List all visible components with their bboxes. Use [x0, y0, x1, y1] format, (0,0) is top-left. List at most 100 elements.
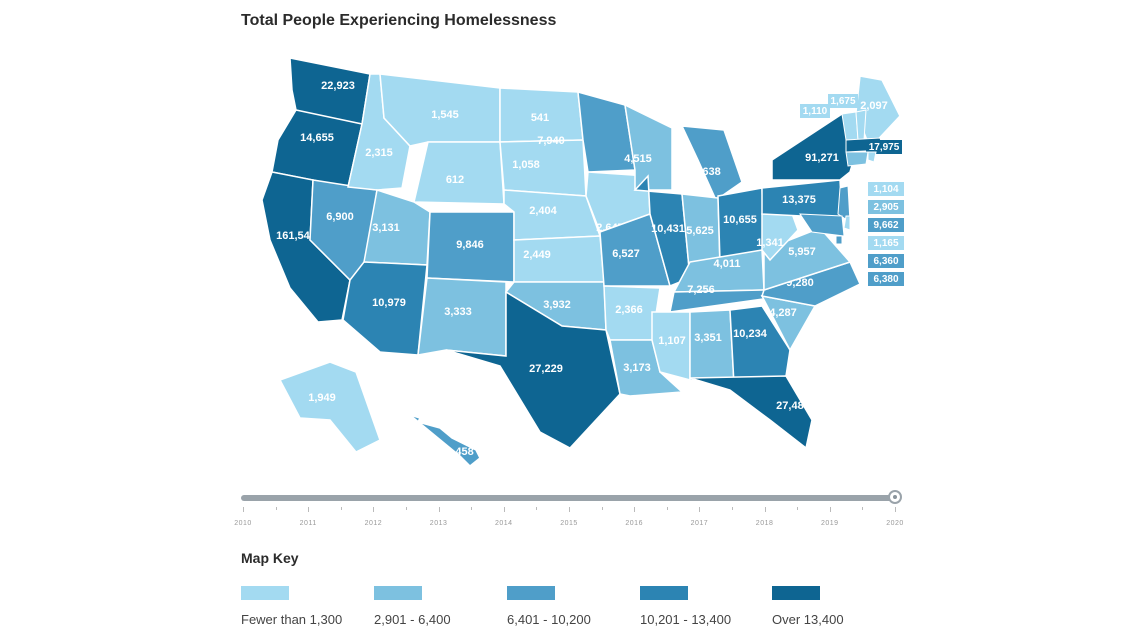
year-label-2013[interactable]: 2013 — [429, 520, 448, 527]
state-value-ny: 91,271 — [805, 152, 839, 164]
callout-box-ma — [866, 140, 902, 154]
year-label-2012[interactable]: 2012 — [364, 520, 383, 527]
state-wv[interactable]: 1,341 — [756, 207, 799, 262]
state-value-wi: 4,515 — [624, 153, 652, 165]
state-md[interactable]: 6,360 — [799, 213, 904, 268]
year-minor-tick — [406, 507, 407, 510]
state-shape-md[interactable] — [799, 213, 845, 237]
state-ak[interactable]: 1,949 — [278, 361, 381, 453]
key-label-5: Over 13,400 — [772, 612, 844, 627]
state-fl[interactable]: 27,487 — [689, 375, 813, 450]
callout-box-dc — [868, 272, 904, 286]
state-value-wy: 612 — [446, 174, 464, 186]
state-mo[interactable]: 6,527 — [599, 213, 671, 287]
state-shape-fl[interactable] — [689, 375, 813, 450]
state-dc[interactable]: 6,380 — [835, 235, 904, 286]
year-label-2010[interactable]: 2010 — [234, 520, 252, 527]
state-nd[interactable]: 541 — [499, 87, 584, 143]
state-ks[interactable]: 2,449 — [513, 235, 605, 283]
key-label-4: 10,201 - 13,400 — [640, 612, 732, 627]
state-value-nh: 1,675 — [830, 96, 855, 107]
state-in[interactable]: 5,625 — [681, 193, 721, 280]
key-swatch-2 — [374, 586, 422, 600]
state-shape-de[interactable] — [843, 215, 851, 231]
callout-box-nh — [828, 94, 858, 108]
key-swatch-5 — [772, 586, 820, 600]
year-label-2015[interactable]: 2015 — [560, 520, 578, 527]
state-pa[interactable]: 13,375 — [761, 179, 843, 219]
state-shape-mn[interactable] — [577, 90, 636, 173]
year-tick — [895, 507, 896, 512]
year-label-2020[interactable]: 2020 — [886, 520, 904, 527]
year-slider-handle[interactable] — [888, 490, 902, 504]
key-swatch-1 — [241, 586, 289, 600]
year-label-2011[interactable]: 2011 — [299, 520, 317, 527]
state-value-ok: 3,932 — [543, 299, 571, 311]
state-vt[interactable]: 1,110 — [800, 104, 859, 141]
state-ne[interactable]: 2,404 — [503, 189, 602, 241]
state-value-nd: 541 — [531, 112, 549, 124]
state-shape-al[interactable] — [689, 309, 735, 385]
state-value-ne: 2,404 — [529, 205, 557, 217]
callout-box-ct — [868, 200, 904, 214]
state-ca[interactable]: 161,548 — [261, 171, 351, 323]
state-value-co: 9,846 — [456, 239, 484, 251]
state-value-mo: 6,527 — [612, 248, 640, 260]
state-value-ma: 17,975 — [869, 142, 900, 153]
state-nm[interactable]: 3,333 — [417, 277, 507, 357]
state-mn[interactable]: 7,940 — [537, 90, 636, 173]
state-nj[interactable]: 9,662 — [837, 185, 904, 232]
state-ut[interactable]: 3,131 — [363, 189, 431, 266]
year-label-2018[interactable]: 2018 — [755, 520, 774, 527]
state-shape-tx[interactable] — [445, 290, 621, 449]
state-or[interactable]: 14,655 — [271, 109, 363, 188]
callout-box-nj — [868, 218, 904, 232]
state-shape-mi[interactable] — [680, 125, 743, 202]
state-value-tx: 27,229 — [529, 363, 563, 375]
year-minor-tick — [797, 507, 799, 510]
state-co[interactable]: 9,846 — [426, 211, 515, 283]
state-sd[interactable]: 1,058 — [499, 139, 587, 197]
state-mi[interactable]: 8,638 — [680, 125, 743, 202]
key-label-2: 2,901 - 6,400 — [374, 612, 451, 627]
year-label-2019[interactable]: 2019 — [821, 520, 839, 527]
year-minor-tick — [601, 507, 603, 510]
state-wi[interactable]: 4,515 — [624, 103, 673, 191]
state-ms[interactable]: 1,107 — [651, 311, 691, 381]
state-shape-ct[interactable] — [845, 151, 869, 167]
state-az[interactable]: 10,979 — [342, 261, 428, 356]
state-ky[interactable]: 4,011 — [672, 249, 765, 293]
state-al[interactable]: 3,351 — [689, 309, 735, 385]
state-shape-hi[interactable] — [409, 414, 481, 468]
state-hi[interactable]: 6,458 — [409, 414, 481, 468]
state-ga[interactable]: 10,234 — [729, 305, 791, 385]
state-shape-nh[interactable] — [855, 109, 867, 141]
year-minor-tick — [666, 507, 668, 510]
year-label-2017[interactable]: 2017 — [690, 520, 709, 527]
state-shape-wi[interactable] — [624, 103, 673, 191]
year-label-2014[interactable]: 2014 — [495, 520, 513, 527]
state-value-mt: 1,545 — [431, 109, 459, 121]
callout-box-vt — [800, 104, 830, 118]
state-wy[interactable]: 612 — [413, 141, 505, 205]
state-value-ak: 1,949 — [308, 392, 336, 404]
state-shape-ak[interactable] — [278, 361, 381, 453]
state-shape-ms[interactable] — [651, 311, 691, 381]
state-ma[interactable]: 17,975 — [845, 137, 902, 154]
state-ri[interactable]: 1,104 — [867, 151, 904, 196]
state-de[interactable]: 1,165 — [843, 215, 904, 250]
year-slider-track[interactable] — [241, 495, 897, 501]
state-value-va: 5,957 — [788, 246, 816, 258]
year-label-2016[interactable]: 2016 — [625, 520, 643, 527]
state-wa[interactable]: 22,923 — [289, 57, 371, 125]
state-shape-dc[interactable] — [835, 235, 843, 245]
key-swatch-4 — [640, 586, 688, 600]
state-shape-ga[interactable] — [729, 305, 791, 385]
state-value-nj: 9,662 — [873, 220, 898, 231]
map-key-title: Map Key — [241, 550, 299, 566]
state-value-wv: 1,341 — [756, 237, 784, 249]
state-shape-ri[interactable] — [867, 151, 877, 163]
state-tx[interactable]: 27,229 — [445, 290, 621, 449]
state-value-ct: 2,905 — [873, 202, 898, 213]
state-ct[interactable]: 2,905 — [845, 151, 904, 214]
